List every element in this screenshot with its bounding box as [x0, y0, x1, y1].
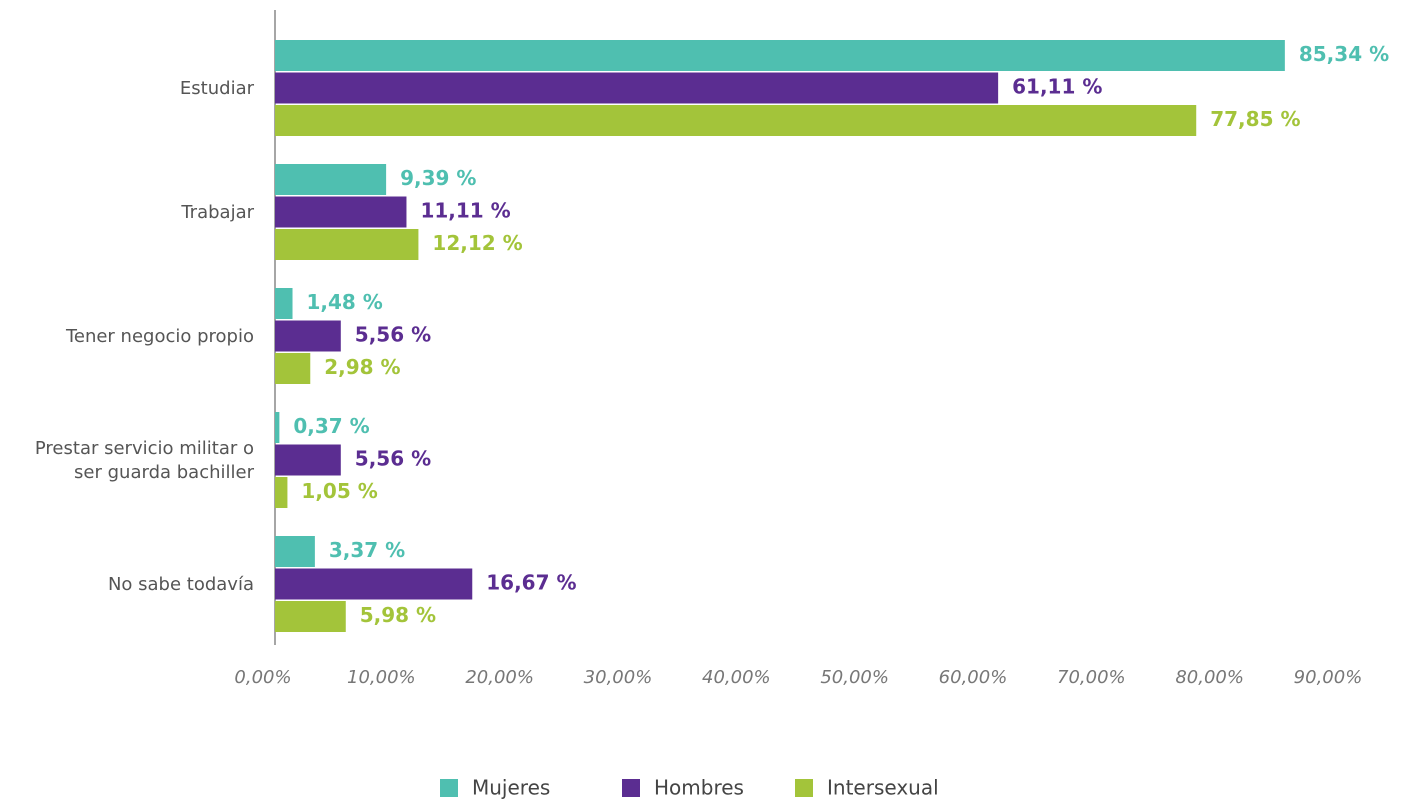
data-label: 0,37 %: [293, 414, 369, 438]
legend-label: Hombres: [654, 776, 744, 800]
data-label: 16,67 %: [486, 571, 576, 595]
y-tick-label: No sabe todavía: [107, 573, 254, 595]
bar: [275, 353, 311, 384]
legend-label: Intersexual: [827, 776, 939, 800]
legend-swatch: [795, 779, 813, 797]
bar: [275, 288, 293, 319]
legend-swatch: [622, 779, 640, 797]
data-label: 5,98 %: [360, 603, 436, 627]
bar: [275, 444, 341, 476]
x-tick-label: 50,00%: [820, 667, 889, 688]
bar: [275, 601, 346, 632]
bar: [275, 412, 280, 443]
data-label: 1,48 %: [307, 290, 383, 314]
data-label: 5,56 %: [355, 447, 431, 471]
data-label: 2,98 %: [324, 355, 400, 379]
x-tick-label: 0,00%: [234, 667, 291, 688]
bar: [275, 40, 1285, 71]
x-tick-label: 80,00%: [1175, 667, 1244, 688]
bar: [275, 196, 407, 228]
bar: [275, 72, 999, 104]
bar: [275, 320, 341, 352]
y-tick-label: Prestar servicio militar o ser guarda ba…: [34, 437, 254, 483]
data-label: 5,56 %: [355, 323, 431, 347]
x-tick-label: 70,00%: [1057, 667, 1126, 688]
x-tick-label: 20,00%: [465, 667, 534, 688]
x-tick-label: 60,00%: [939, 667, 1008, 688]
data-label: 85,34 %: [1299, 42, 1389, 66]
x-tick-label: 30,00%: [584, 667, 653, 688]
y-tick-label: Estudiar: [179, 77, 254, 99]
bar: [275, 477, 288, 508]
bar: [275, 229, 419, 260]
bar: [275, 536, 315, 567]
legend-swatch: [440, 779, 458, 797]
legend-label: Mujeres: [472, 776, 550, 800]
bar: [275, 105, 1197, 136]
bar: [275, 164, 387, 195]
data-label: 3,37 %: [329, 538, 405, 562]
x-tick-label: 10,00%: [347, 667, 416, 688]
y-tick-label: Trabajar: [181, 201, 254, 223]
data-label: 9,39 %: [400, 166, 476, 190]
bar: [275, 568, 473, 600]
y-tick-label: Tener negocio propio: [65, 325, 254, 347]
data-label: 11,11 %: [420, 199, 510, 223]
x-tick-label: 90,00%: [1294, 667, 1363, 688]
data-label: 12,12 %: [432, 231, 522, 255]
x-tick-label: 40,00%: [702, 667, 771, 688]
data-label: 61,11 %: [1012, 75, 1102, 99]
data-label: 77,85 %: [1210, 107, 1300, 131]
data-label: 1,05 %: [301, 479, 377, 503]
